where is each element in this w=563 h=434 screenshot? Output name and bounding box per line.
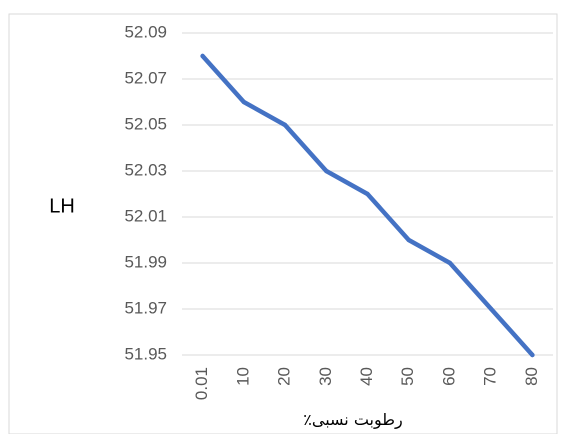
x-tick-label: 40 xyxy=(357,367,376,386)
y-axis-label: LH xyxy=(49,195,75,217)
x-axis-label: رطوبت نسبی٪ xyxy=(303,410,402,430)
data-point xyxy=(365,191,370,197)
data-point xyxy=(241,99,247,105)
series-line xyxy=(200,53,535,358)
x-tick-label: 0.01 xyxy=(192,367,211,400)
data-point xyxy=(488,306,494,312)
y-axis-ticks: 52.09 52.07 52.05 52.03 52.01 51.99 51.97 51.95 xyxy=(124,22,167,363)
data-point xyxy=(406,237,411,243)
y-tick-label: 52.09 xyxy=(124,22,167,41)
x-axis-ticks: 0.01 10 20 30 40 50 60 70 80 xyxy=(192,367,541,400)
y-tick-label: 51.95 xyxy=(124,344,167,363)
series-group xyxy=(200,53,535,358)
y-tick-label: 52.03 xyxy=(124,160,167,179)
data-point xyxy=(200,53,205,59)
y-tick-label: 52.07 xyxy=(124,68,167,87)
x-tick-label: 10 xyxy=(233,367,252,386)
x-tick-label: 80 xyxy=(522,367,541,386)
x-tick-label: 60 xyxy=(439,367,458,386)
y-tick-label: 51.99 xyxy=(124,252,167,271)
x-tick-label: 30 xyxy=(316,367,335,386)
x-tick-label: 20 xyxy=(275,367,294,386)
data-point xyxy=(447,260,453,266)
data-point xyxy=(324,168,329,174)
y-tick-label: 52.01 xyxy=(124,206,167,225)
gridlines xyxy=(182,32,553,356)
data-point xyxy=(282,122,288,128)
y-tick-label: 52.05 xyxy=(124,114,167,133)
data-point xyxy=(530,352,535,358)
y-tick-label: 51.97 xyxy=(124,298,167,317)
x-tick-label: 50 xyxy=(398,367,417,386)
chart-area-border xyxy=(8,13,558,434)
x-tick-label: 70 xyxy=(481,367,500,386)
